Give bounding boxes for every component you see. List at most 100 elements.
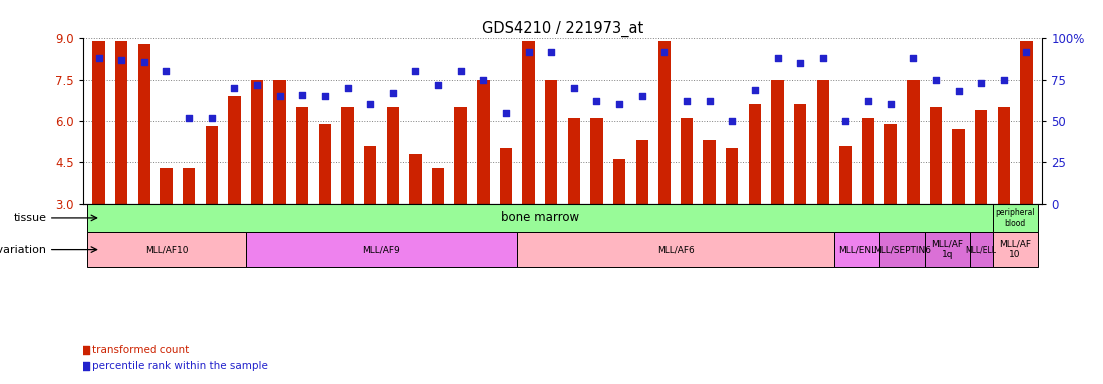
Bar: [879, 232, 924, 267]
Bar: [658, 41, 671, 204]
Bar: [319, 124, 331, 204]
Point: [995, 76, 1013, 83]
Point: [283, 293, 301, 299]
Bar: [478, 79, 490, 204]
Point: [283, 153, 301, 159]
Bar: [1020, 41, 1032, 204]
Bar: [205, 126, 218, 204]
Point: [588, 98, 606, 104]
Point: [859, 98, 877, 104]
Bar: [952, 129, 965, 204]
Point: [317, 93, 334, 99]
Point: [836, 118, 854, 124]
Bar: [568, 118, 580, 204]
Bar: [839, 146, 852, 204]
Bar: [364, 146, 376, 204]
Bar: [409, 154, 421, 204]
Bar: [930, 107, 942, 204]
Text: MLL/AF
10: MLL/AF 10: [999, 240, 1031, 259]
Point: [429, 81, 447, 88]
Bar: [341, 107, 354, 204]
Bar: [246, 232, 517, 267]
Point: [339, 85, 356, 91]
Bar: [590, 118, 602, 204]
Bar: [726, 149, 739, 204]
Bar: [454, 107, 467, 204]
Bar: [970, 232, 993, 267]
Text: MLL/AF6: MLL/AF6: [656, 245, 695, 254]
Text: percentile rank within the sample: percentile rank within the sample: [93, 361, 268, 371]
Point: [904, 55, 922, 61]
Point: [225, 85, 243, 91]
Bar: [432, 168, 445, 204]
Point: [678, 98, 696, 104]
Bar: [517, 232, 834, 267]
Point: [633, 93, 651, 99]
Point: [814, 55, 832, 61]
Bar: [250, 79, 264, 204]
Point: [474, 76, 492, 83]
Text: peripheral
blood: peripheral blood: [995, 208, 1035, 228]
Point: [973, 80, 990, 86]
Title: GDS4210 / 221973_at: GDS4210 / 221973_at: [482, 21, 643, 37]
Point: [610, 101, 628, 108]
Bar: [386, 107, 399, 204]
Point: [452, 68, 470, 74]
Text: bone marrow: bone marrow: [501, 212, 579, 224]
Text: tissue: tissue: [13, 213, 46, 223]
Point: [882, 101, 900, 108]
Text: MLL/AF9: MLL/AF9: [363, 245, 400, 254]
Bar: [907, 79, 920, 204]
Point: [543, 48, 560, 55]
Point: [565, 85, 582, 91]
Point: [1018, 48, 1036, 55]
Point: [158, 68, 175, 74]
Bar: [771, 79, 784, 204]
Text: MLL/ENL: MLL/ENL: [837, 245, 876, 254]
Text: genotype/variation: genotype/variation: [0, 245, 46, 255]
Bar: [975, 110, 987, 204]
Point: [113, 57, 130, 63]
Bar: [296, 107, 309, 204]
Text: MLL/AF
1q: MLL/AF 1q: [931, 240, 963, 259]
Bar: [274, 79, 286, 204]
Bar: [924, 232, 970, 267]
Bar: [500, 149, 512, 204]
Point: [700, 98, 718, 104]
Bar: [816, 79, 829, 204]
Point: [407, 68, 425, 74]
Bar: [681, 118, 693, 204]
Point: [724, 118, 741, 124]
Point: [180, 114, 197, 121]
Point: [520, 48, 537, 55]
Point: [89, 55, 107, 61]
Point: [928, 76, 945, 83]
Point: [950, 88, 967, 94]
Bar: [794, 104, 806, 204]
Bar: [704, 140, 716, 204]
Bar: [160, 168, 173, 204]
Point: [655, 48, 673, 55]
Text: MLL/ELL: MLL/ELL: [966, 245, 997, 254]
Bar: [138, 44, 150, 204]
Bar: [635, 140, 647, 204]
Bar: [545, 79, 557, 204]
Point: [746, 86, 763, 93]
Point: [248, 81, 266, 88]
Point: [362, 101, 379, 108]
Point: [384, 90, 401, 96]
Bar: [749, 104, 761, 204]
Point: [769, 55, 786, 61]
Bar: [87, 232, 246, 267]
Bar: [834, 232, 879, 267]
Bar: [861, 118, 875, 204]
Text: transformed count: transformed count: [93, 345, 190, 355]
Bar: [93, 41, 105, 204]
Point: [791, 60, 808, 66]
Point: [497, 109, 515, 116]
Point: [293, 91, 311, 98]
Bar: [228, 96, 240, 204]
Bar: [613, 159, 625, 204]
Bar: [523, 41, 535, 204]
Bar: [993, 232, 1038, 267]
